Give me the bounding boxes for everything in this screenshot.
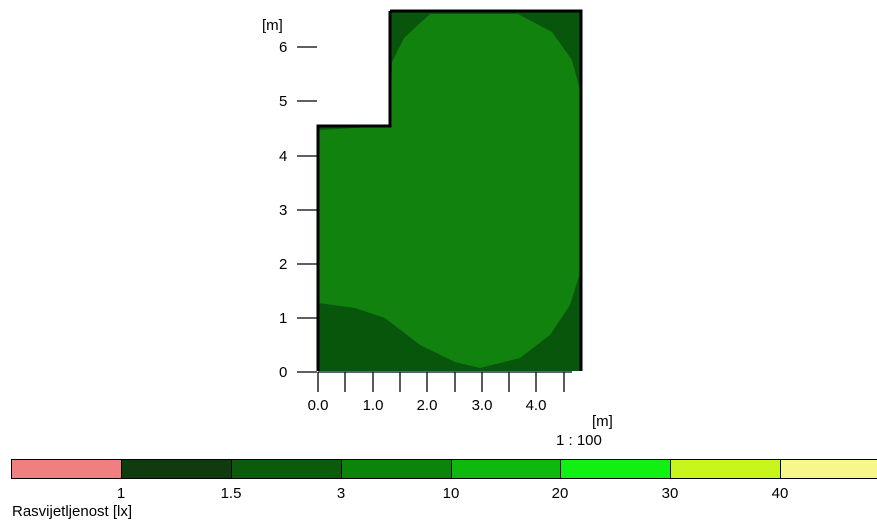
x-tick-label: 1.0 — [363, 397, 384, 414]
x-tick-label: 3.0 — [472, 397, 493, 414]
room-outline — [316, 9, 583, 371]
legend-swatch — [670, 459, 780, 479]
y-axis: 6 5 4 3 2 1 0 [m] — [262, 17, 317, 381]
legend-tick-label: 20 — [551, 485, 569, 502]
y-tick-label: 0 — [279, 364, 287, 381]
y-unit-label: [m] — [262, 17, 283, 34]
legend-swatch — [341, 459, 451, 479]
y-tick-label: 1 — [279, 310, 287, 327]
y-tick-label: 4 — [279, 148, 287, 165]
room-zone-bright — [318, 14, 581, 368]
x-tick-label: 4.0 — [526, 397, 547, 414]
y-tick-label: 5 — [279, 93, 287, 110]
x-unit-label: [m] — [592, 413, 613, 430]
legend-swatch — [560, 459, 670, 479]
x-tick-label: 0.0 — [308, 397, 329, 414]
x-axis: 0.0 1.0 2.0 3.0 4.0 [m] 1 : 100 — [308, 371, 613, 449]
legend-tick-label: 30 — [661, 485, 679, 502]
scale-label: 1 : 100 — [556, 432, 602, 449]
y-tick-label: 3 — [279, 202, 287, 219]
legend-tick-label: 10 — [442, 485, 460, 502]
legend-tick-label: 1 — [116, 485, 126, 502]
y-tick-label: 6 — [279, 39, 287, 56]
legend-swatch — [11, 459, 121, 479]
x-tick-label: 2.0 — [417, 397, 438, 414]
legend-tick-label: 1.5 — [220, 485, 242, 502]
legend-tick-label: 3 — [336, 485, 346, 502]
y-tick-label: 2 — [279, 256, 287, 273]
legend-swatch — [780, 459, 877, 479]
legend-title: Rasvijetljenost [lx] — [12, 503, 133, 520]
legend-swatch — [231, 459, 341, 479]
legend-tick-label: 40 — [771, 485, 789, 502]
legend-swatch — [121, 459, 231, 479]
legend-swatch — [451, 459, 560, 479]
